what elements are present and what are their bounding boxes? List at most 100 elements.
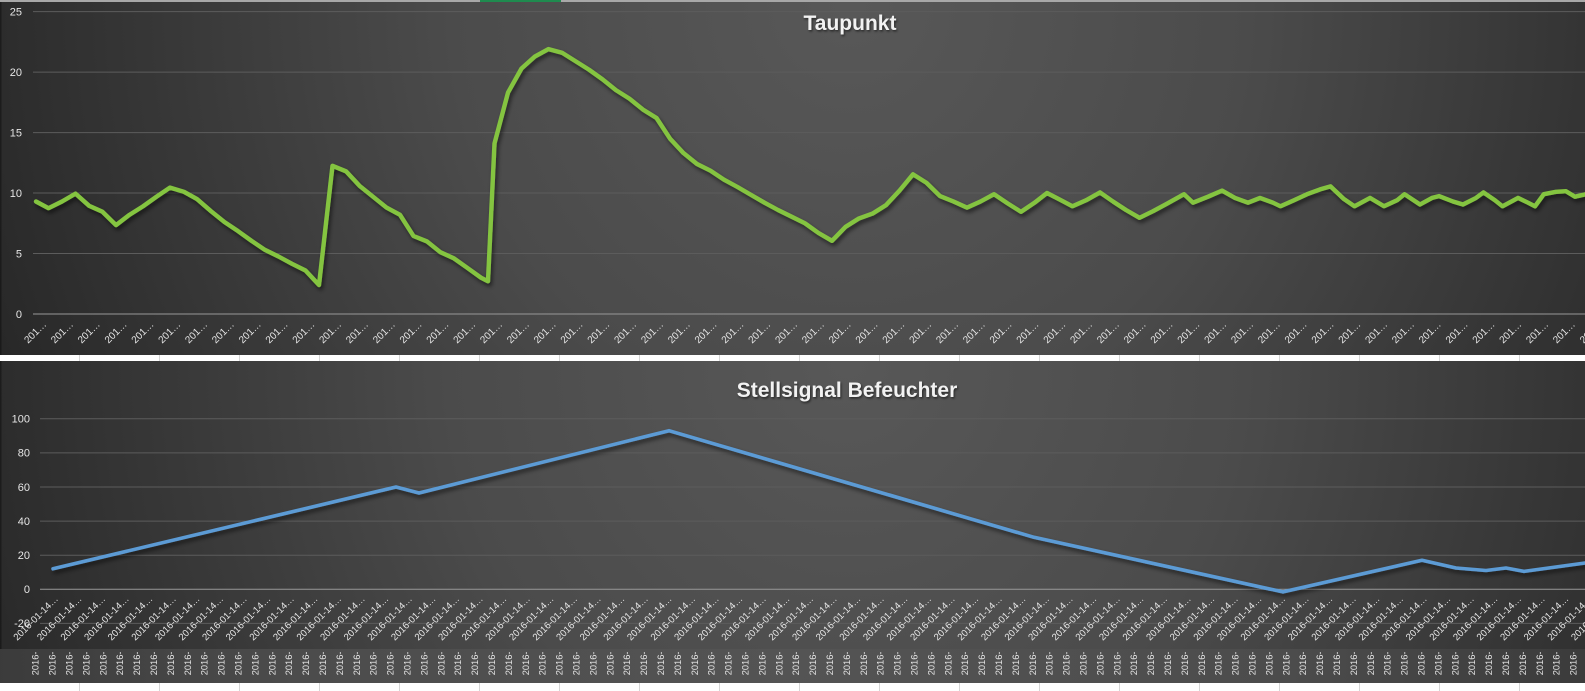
svg-text:10: 10: [10, 187, 22, 199]
svg-text:2016-01-14 00:00: 2016-01-14 00:00: [1095, 652, 1105, 675]
svg-text:2016-01-14 00:00: 2016-01-14 00:00: [876, 652, 886, 675]
svg-text:2016-01-14 00:00: 2016-01-14 00:00: [825, 652, 835, 675]
svg-text:2016-01-14 00:00: 2016-01-14 00:00: [267, 652, 277, 675]
svg-text:2016-01-14 00:00: 2016-01-14 00:00: [352, 652, 362, 675]
svg-text:201…: 201…: [881, 319, 908, 346]
svg-text:2016-01-14 00:00: 2016-01-14 00:00: [250, 652, 260, 675]
svg-text:2016-01-14 00:00: 2016-01-14 00:00: [724, 652, 734, 675]
svg-text:2016-01-14 00:00: 2016-01-14 00:00: [1298, 652, 1308, 675]
svg-text:2016-01-14 00:00: 2016-01-14 00:00: [98, 652, 108, 675]
svg-text:201…: 201…: [1283, 319, 1310, 346]
svg-text:201…: 201…: [1551, 319, 1578, 346]
svg-text:2016-01-14 00:00: 2016-01-14 00:00: [1315, 652, 1325, 675]
svg-text:2016-01-14 00:00: 2016-01-14 00:00: [301, 652, 311, 675]
svg-text:2016-01-14 00:00: 2016-01-14 00:00: [994, 652, 1004, 675]
svg-text:201…: 201…: [1149, 319, 1176, 346]
svg-text:201…: 201…: [988, 319, 1015, 346]
svg-text:201…: 201…: [157, 319, 184, 346]
svg-text:2016-01-14 00:00: 2016-01-14 00:00: [1264, 652, 1274, 675]
svg-text:2016-01-14 00:00: 2016-01-14 00:00: [977, 652, 987, 675]
svg-text:2016-01-14 00:00: 2016-01-14 00:00: [1366, 652, 1376, 675]
svg-text:2016-01-14 00:00: 2016-01-14 00:00: [572, 652, 582, 675]
svg-text:2016-01-14 00:00: 2016-01-14 00:00: [386, 652, 396, 675]
svg-text:2016-01-14 00:00: 2016-01-14 00:00: [605, 652, 615, 675]
svg-text:2016-01-14 00:00: 2016-01-14 00:00: [436, 652, 446, 675]
svg-text:201…: 201…: [1444, 319, 1471, 346]
svg-text:201…: 201…: [183, 319, 210, 346]
svg-text:201…: 201…: [1524, 319, 1551, 346]
svg-text:201…: 201…: [961, 319, 988, 346]
svg-text:2016-01-14 00:00: 2016-01-14 00:00: [318, 652, 328, 675]
svg-text:2016-01-14 00:00: 2016-01-14 00:00: [1400, 652, 1410, 675]
svg-text:2016-01-14 00:00: 2016-01-14 00:00: [1552, 652, 1562, 675]
svg-text:201…: 201…: [49, 319, 76, 346]
svg-text:201…: 201…: [103, 319, 130, 346]
svg-text:201…: 201…: [1417, 319, 1444, 346]
svg-text:201…: 201…: [210, 319, 237, 346]
svg-text:2016-01-14 00:00: 2016-01-14 00:00: [741, 652, 751, 675]
svg-text:201…: 201…: [800, 319, 827, 346]
svg-text:2016-01-14 00:00: 2016-01-14 00:00: [774, 652, 784, 675]
svg-text:2016-01-14 00:00: 2016-01-14 00:00: [656, 652, 666, 675]
svg-text:201…: 201…: [264, 319, 291, 346]
svg-text:2016-01-14 00:00: 2016-01-14 00:00: [487, 652, 497, 675]
svg-text:2016-01-14 00:00: 2016-01-14 00:00: [1332, 652, 1342, 675]
svg-text:201…: 201…: [1256, 319, 1283, 346]
svg-text:2016-01-14 00:00: 2016-01-14 00:00: [1383, 652, 1393, 675]
svg-text:2016-01-14 00:00: 2016-01-14 00:00: [166, 652, 176, 675]
svg-text:2016-01-14 00:00: 2016-01-14 00:00: [1062, 652, 1072, 675]
svg-text:201…: 201…: [586, 319, 613, 346]
svg-text:2016-01-14 00:00: 2016-01-14 00:00: [132, 652, 142, 675]
svg-text:2016-01-14 00:00: 2016-01-14 00:00: [504, 652, 514, 675]
svg-text:2016-01-14 00:00: 2016-01-14 00:00: [1163, 652, 1173, 675]
svg-text:2016-01-14 00:00: 2016-01-14 00:00: [1079, 652, 1089, 675]
svg-text:2016-01-14 00:00: 2016-01-14 00:00: [893, 652, 903, 675]
svg-text:201…: 201…: [237, 319, 264, 346]
svg-text:2016-01-14 00:00: 2016-01-14 00:00: [1467, 652, 1477, 675]
svg-text:2016-01-14 00:00: 2016-01-14 00:00: [555, 652, 565, 675]
svg-text:201…: 201…: [1337, 319, 1364, 346]
svg-text:2016-01-14 00:00: 2016-01-14 00:00: [81, 652, 91, 675]
svg-text:2016-01-14 00:00: 2016-01-14 00:00: [1214, 652, 1224, 675]
svg-text:2016-01-14 00:00: 2016-01-14 00:00: [65, 652, 75, 675]
svg-text:201…: 201…: [1471, 319, 1498, 346]
svg-text:2016-01-14 00:00: 2016-01-14 00:00: [419, 652, 429, 675]
svg-text:201…: 201…: [532, 319, 559, 346]
svg-text:2016-01-14 00:00: 2016-01-14 00:00: [234, 652, 244, 675]
svg-text:201…: 201…: [693, 319, 720, 346]
svg-text:201…: 201…: [1015, 319, 1042, 346]
svg-text:100: 100: [12, 413, 30, 425]
svg-text:2016-01-14 00:00: 2016-01-14 00:00: [757, 652, 767, 675]
svg-text:201…: 201…: [1095, 319, 1122, 346]
svg-text:201…: 201…: [1229, 319, 1256, 346]
svg-text:20: 20: [10, 66, 22, 78]
svg-text:201…: 201…: [1390, 319, 1417, 346]
svg-text:2016-01-14 00:00: 2016-01-14 00:00: [183, 652, 193, 675]
svg-text:201…: 201…: [934, 319, 961, 346]
svg-text:2016-01-14 00:00: 2016-01-14 00:00: [470, 652, 480, 675]
svg-text:80: 80: [18, 447, 30, 459]
svg-text:201…: 201…: [1578, 319, 1585, 346]
svg-text:201…: 201…: [22, 319, 49, 346]
svg-text:2016-01-14 00:00: 2016-01-14 00:00: [690, 652, 700, 675]
svg-text:201…: 201…: [1122, 319, 1149, 346]
svg-text:201…: 201…: [452, 319, 479, 346]
svg-text:2016-01-14 00:00: 2016-01-14 00:00: [1433, 652, 1443, 675]
svg-text:20: 20: [18, 550, 30, 562]
svg-text:201…: 201…: [1310, 319, 1337, 346]
svg-text:201…: 201…: [908, 319, 935, 346]
svg-text:2016-01-14 00:00: 2016-01-14 00:00: [622, 652, 632, 675]
svg-text:2016-01-14 00:00: 2016-01-14 00:00: [1231, 652, 1241, 675]
svg-text:2016-01-14 00:00: 2016-01-14 00:00: [859, 652, 869, 675]
svg-text:2016-01-14 00:00: 2016-01-14 00:00: [1146, 652, 1156, 675]
svg-text:201…: 201…: [130, 319, 157, 346]
svg-text:201…: 201…: [1363, 319, 1390, 346]
svg-text:0: 0: [24, 584, 30, 596]
svg-text:201…: 201…: [425, 319, 452, 346]
svg-text:2016-01-14 00:00: 2016-01-14 00:00: [1518, 652, 1528, 675]
svg-text:2016-01-14 00:00: 2016-01-14 00:00: [926, 652, 936, 675]
svg-text:2016-01-14 00:00: 2016-01-14 00:00: [1417, 652, 1427, 675]
svg-text:2016-01-14 00:00: 2016-01-14 00:00: [48, 652, 58, 675]
svg-text:2016-01-14 00:00: 2016-01-14 00:00: [1450, 652, 1460, 675]
svg-text:2016-01-14 00:00: 2016-01-14 00:00: [1349, 652, 1359, 675]
